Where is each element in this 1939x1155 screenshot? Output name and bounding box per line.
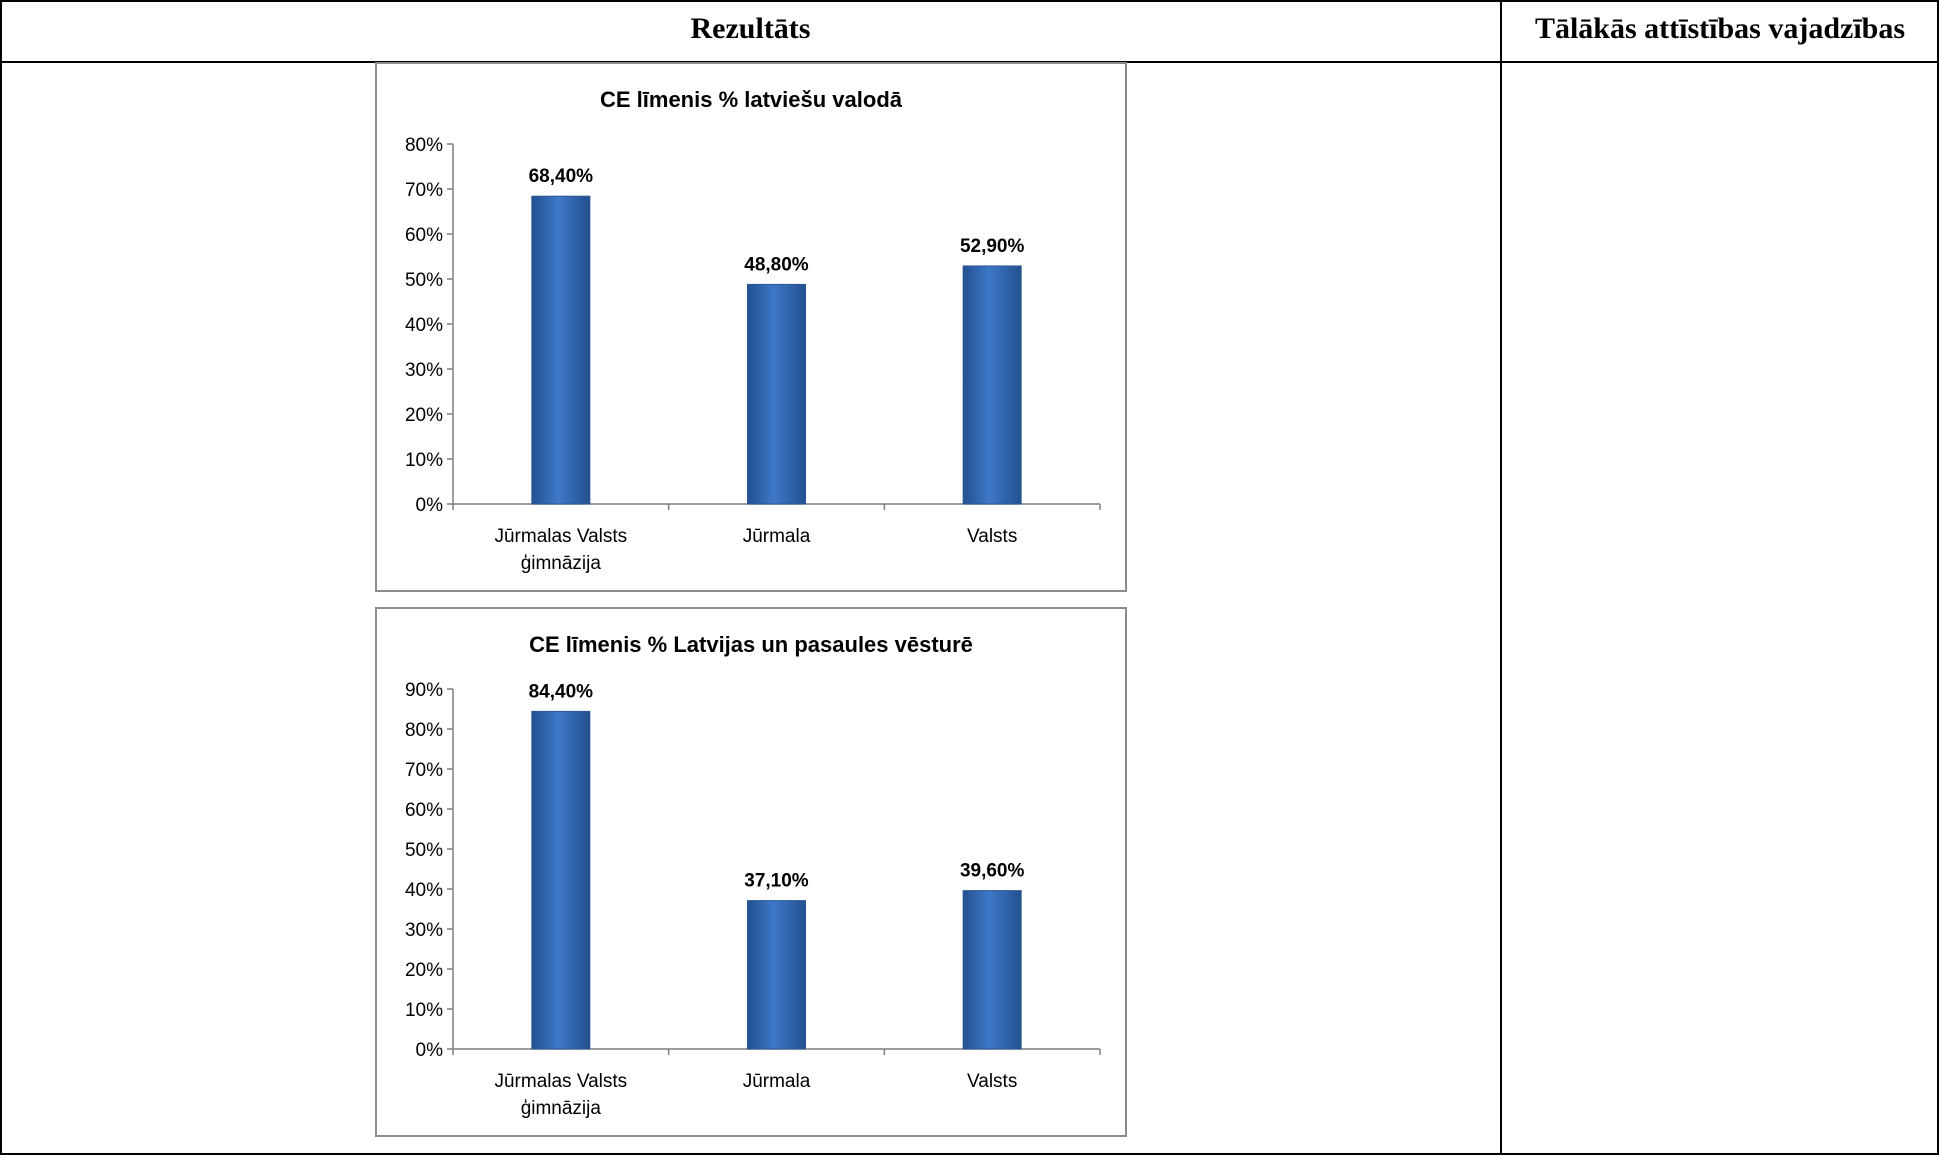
x-tick-label: Valsts [967, 526, 1017, 547]
y-tick-label: 30% [405, 360, 443, 381]
x-tick-label: Jūrmalas Valsts [494, 1071, 627, 1092]
y-tick-label: 20% [405, 960, 443, 981]
bar-value-label: 48,80% [744, 254, 809, 275]
y-tick-label: 40% [405, 315, 443, 336]
y-tick-label: 60% [405, 225, 443, 246]
bar [962, 890, 1022, 1050]
x-tick-label: Jūrmala [743, 1071, 811, 1092]
bar [531, 195, 591, 505]
chart-title: CE līmenis % latviešu valodā [600, 87, 903, 112]
y-tick-label: 10% [405, 1000, 443, 1021]
chart-latvian-language: CE līmenis % latviešu valodā 0% 10% 20% 30% 4… [375, 62, 1127, 592]
bar-value-label: 84,40% [529, 681, 594, 702]
bar-value-label: 68,40% [529, 166, 594, 187]
bar [747, 283, 806, 505]
bar [747, 900, 806, 1050]
y-tick-label: 80% [405, 720, 443, 741]
y-tick-label: 0% [416, 1040, 444, 1061]
y-tick-label: 0% [416, 495, 444, 516]
y-tick-label: 20% [405, 405, 443, 426]
y-tick-label: 70% [405, 180, 443, 201]
y-tick-label: 10% [405, 450, 443, 471]
y-tick-label: 50% [405, 840, 443, 861]
column-header-development-needs: Tālākās attīstības vajadzības [1534, 12, 1906, 45]
chart-history: CE līmenis % Latvijas un pasaules vēstur… [375, 607, 1127, 1137]
x-tick-label: ģimnāzija [521, 553, 602, 574]
x-tick-label: ģimnāzija [521, 1098, 602, 1119]
bar [531, 710, 591, 1050]
bar-value-label: 39,60% [960, 861, 1025, 882]
x-tick-label: Jūrmalas Valsts [494, 526, 627, 547]
y-tick-label: 30% [405, 920, 443, 941]
bar [962, 265, 1022, 505]
chart-svg: CE līmenis % Latvijas un pasaules vēstur… [375, 607, 1127, 1137]
bar-value-label: 37,10% [744, 871, 809, 892]
y-tick-label: 50% [405, 270, 443, 291]
y-tick-label: 90% [405, 680, 443, 701]
y-tick-label: 70% [405, 760, 443, 781]
chart-svg: CE līmenis % latviešu valodā 0% 10% 20% 30% 4… [375, 62, 1127, 592]
x-tick-label: Jūrmala [743, 526, 811, 547]
y-tick-label: 80% [405, 135, 443, 156]
chart-title: CE līmenis % Latvijas un pasaules vēstur… [529, 632, 973, 657]
x-tick-label: Valsts [967, 1071, 1017, 1092]
y-tick-label: 40% [405, 880, 443, 901]
y-tick-label: 60% [405, 800, 443, 821]
bar-value-label: 52,90% [960, 236, 1025, 257]
column-header-result: Rezultāts [690, 12, 811, 45]
